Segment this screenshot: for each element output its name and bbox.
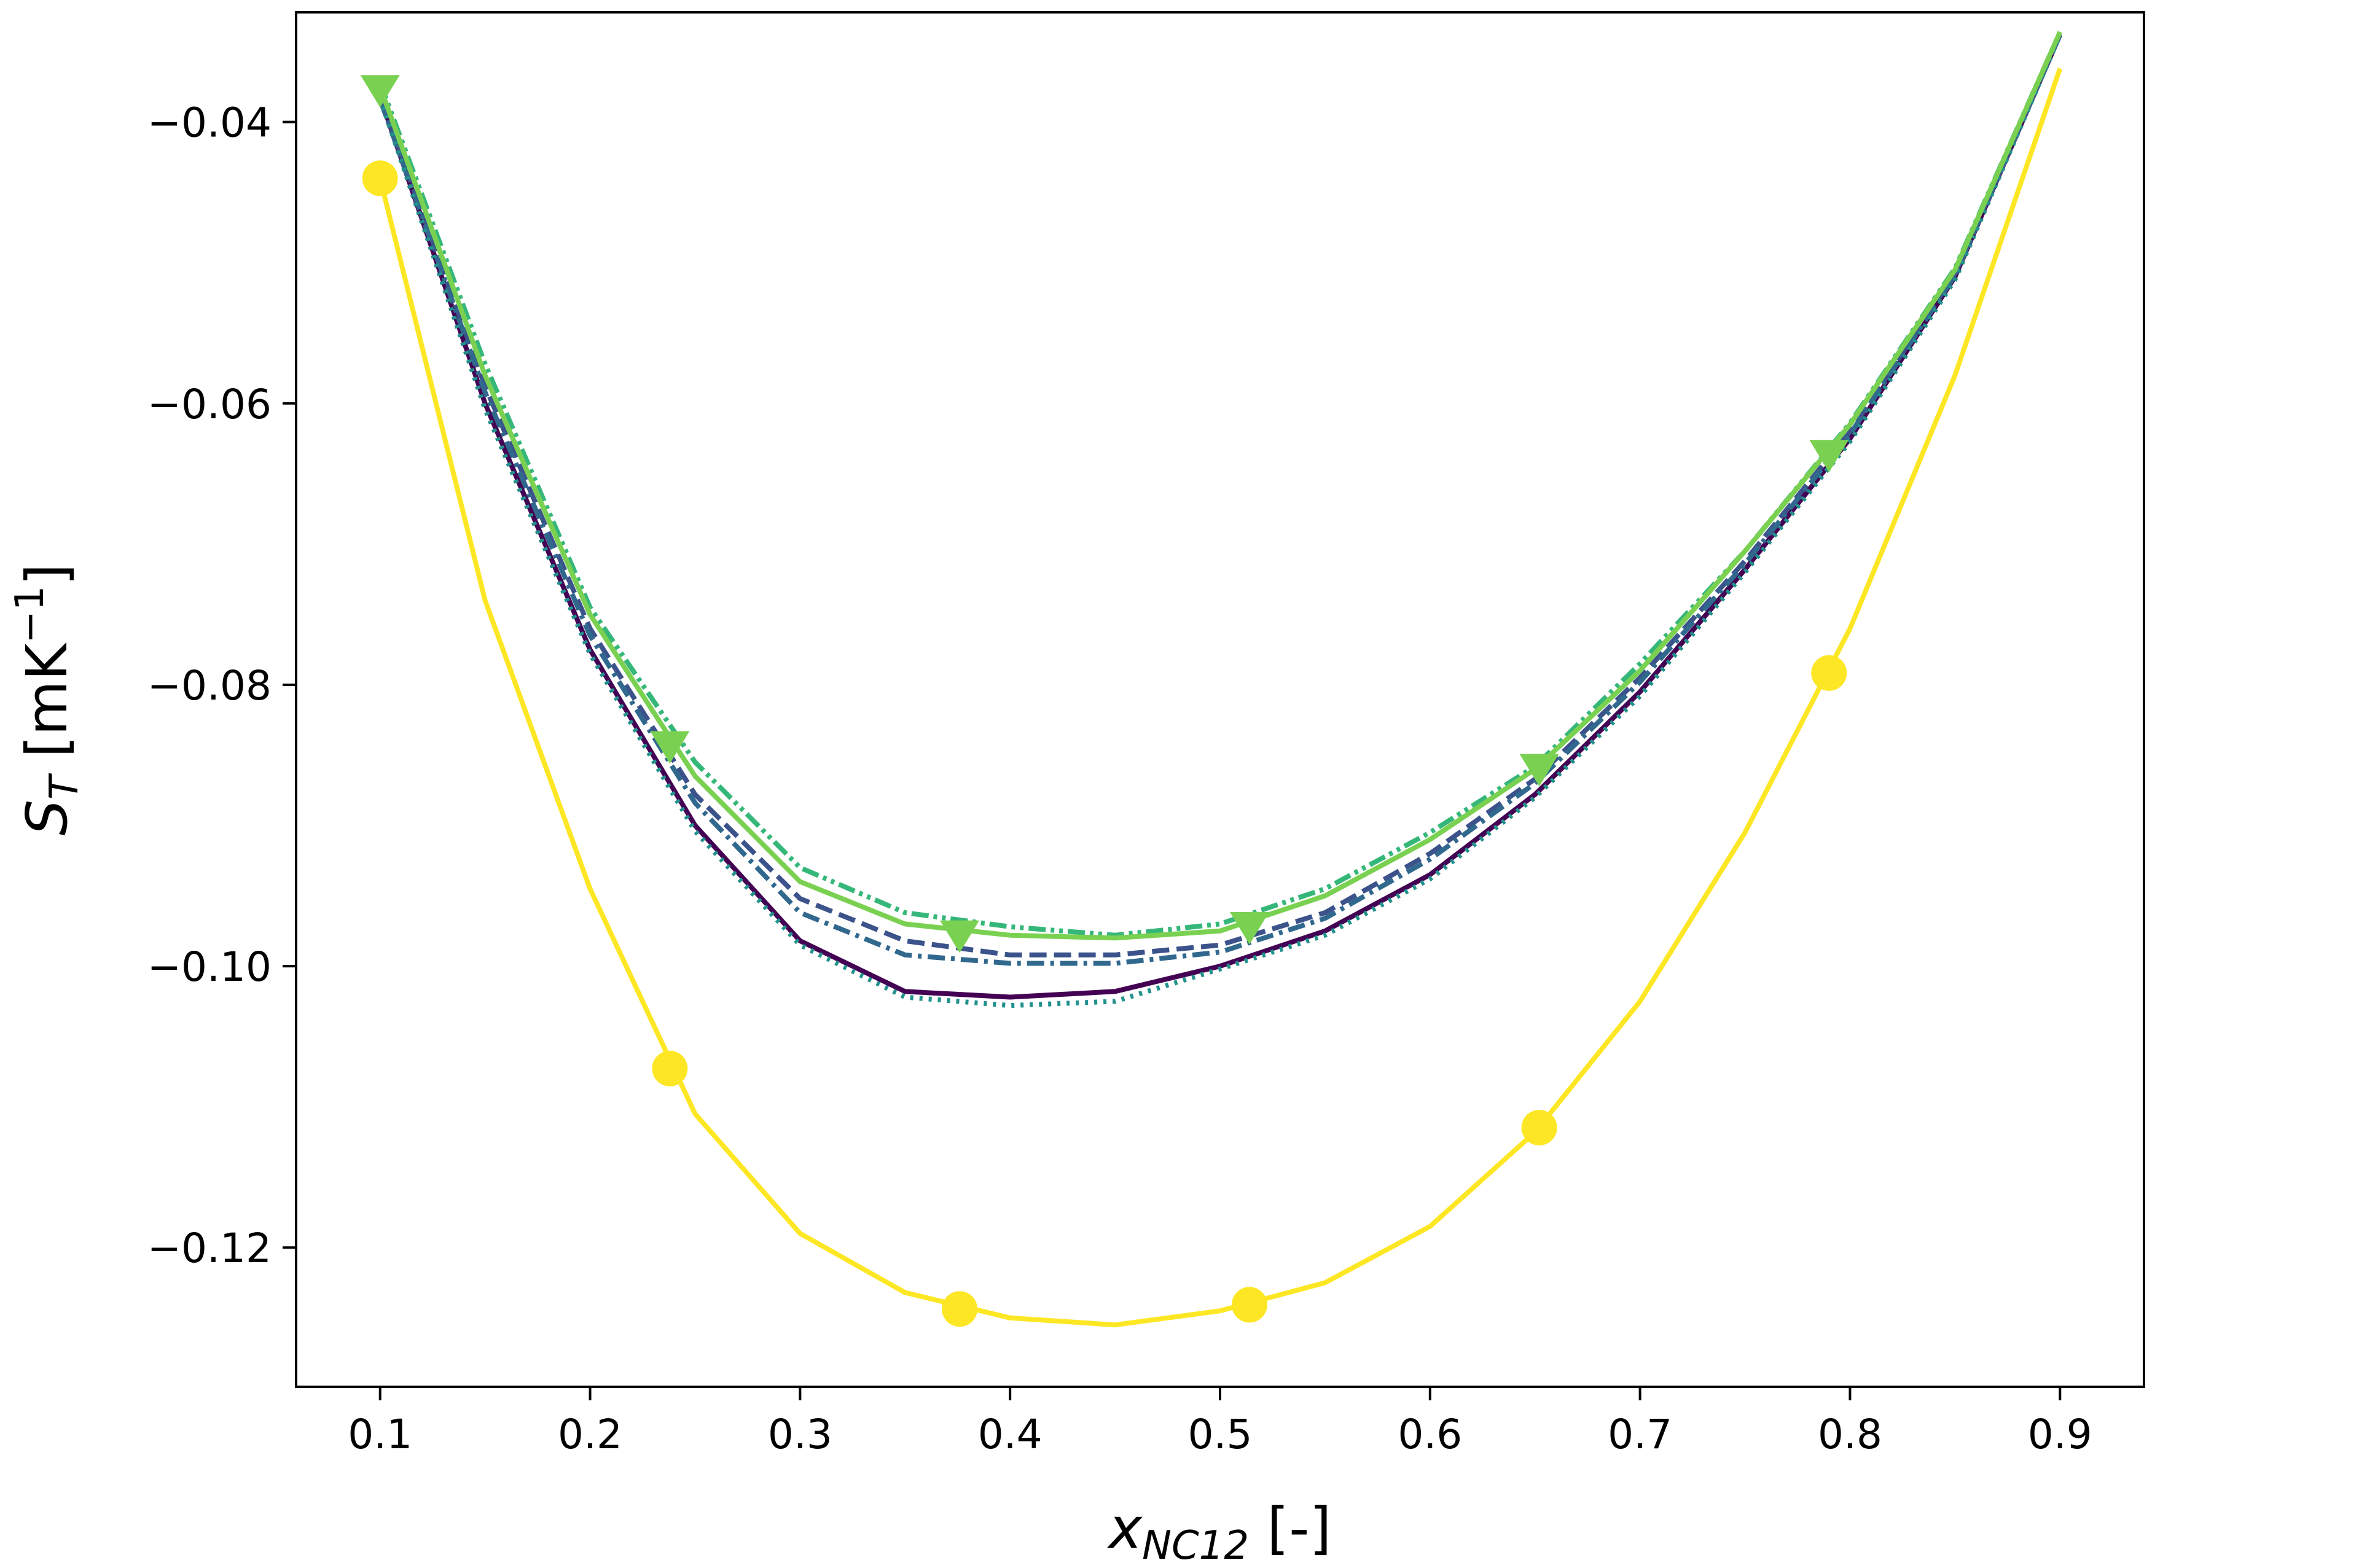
x-axis: 0.1 0.2 0.3 0.4 0.5 0.6 0.7 0.8 0.9 [348, 1387, 2092, 1458]
x-tick-label: 0.8 [1818, 1411, 1882, 1458]
y-tick-label: −0.04 [147, 99, 272, 147]
series-5-marker-2 [940, 920, 980, 953]
series-5-marker-5 [1809, 440, 1849, 473]
y-tick-label: −0.06 [147, 381, 272, 428]
series-6-marker-1 [652, 1050, 688, 1086]
x-tick-label: 0.9 [2028, 1411, 2092, 1458]
series-5-marker-1 [650, 731, 690, 764]
x-tick-label: 0.4 [978, 1411, 1043, 1458]
series-5-line [377, 31, 2062, 941]
x-axis-label: xNC12 [-] [1107, 1496, 1332, 1568]
x-tick-label: 0.3 [768, 1411, 832, 1458]
y-tick-label: −0.12 [147, 1225, 272, 1272]
series-3-line [377, 34, 2062, 1008]
x-tick-label: 0.2 [558, 1411, 622, 1458]
series-5-marker-4 [1519, 754, 1559, 787]
series-6-marker-5 [1811, 655, 1847, 691]
x-tick-label: 0.5 [1188, 1411, 1253, 1458]
y-axis-label: ST [mK−1] [7, 564, 87, 836]
series-5-marker-3 [1229, 911, 1269, 945]
series-6-marker-2 [942, 1291, 978, 1327]
y-axis: −0.04 −0.06 −0.08 −0.10 −0.12 [147, 99, 296, 1272]
series-6-marker-3 [1231, 1287, 1267, 1323]
x-tick-label: 0.1 [348, 1411, 412, 1458]
x-tick-label: 0.6 [1398, 1411, 1462, 1458]
series-6-marker-4 [1521, 1110, 1557, 1145]
y-tick-label: −0.08 [147, 662, 272, 709]
series-6-line [377, 68, 2063, 1328]
plot-area [296, 12, 2144, 1387]
y-tick-label: −0.10 [147, 943, 272, 991]
x-tick-label: 0.7 [1608, 1411, 1672, 1458]
series-layer [360, 31, 2063, 1328]
series-5-marker-0 [360, 75, 400, 107]
series-6-marker-0 [362, 160, 398, 197]
